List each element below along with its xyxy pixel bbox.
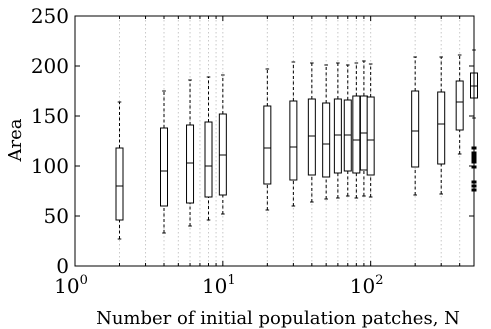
x-tick-label-base: 10 (54, 274, 79, 298)
box-iqr (263, 105, 272, 185)
box-iqr (160, 127, 169, 207)
box-item (437, 56, 446, 195)
box-iqr (455, 80, 464, 131)
box-item (115, 101, 124, 240)
axis-ticks (74, 15, 475, 267)
box-iqr (115, 147, 124, 221)
box-item (455, 54, 464, 155)
x-tick-label-exponent: 1 (227, 273, 235, 288)
box-item (333, 62, 342, 199)
x-tick-label-base: 10 (202, 274, 227, 298)
x-axis-title: Number of initial population patches, N (96, 308, 460, 329)
box-item (307, 62, 316, 203)
box-item (322, 64, 331, 200)
box-item (218, 74, 227, 215)
box-iqr (289, 100, 298, 181)
box-iqr (366, 96, 375, 176)
y-tick-label: 100 (31, 154, 69, 178)
box-item (343, 64, 352, 197)
y-tick-label: 50 (44, 204, 69, 228)
y-tick-label: 0 (56, 254, 69, 278)
box-iqr (437, 91, 446, 165)
box-item (352, 62, 361, 199)
y-tick-label: 250 (31, 4, 69, 28)
box-item (411, 56, 420, 196)
x-tick-label-exponent: 0 (80, 273, 88, 288)
box-item (289, 61, 298, 207)
box-iqr (322, 102, 331, 178)
x-tick-label-base: 10 (350, 274, 375, 298)
x-tick-label: 100 (54, 273, 88, 298)
box-iqr (352, 95, 361, 174)
plot-frame (74, 15, 475, 267)
box-iqr (307, 98, 316, 176)
box-iqr (204, 121, 213, 198)
y-axis-title: Area (5, 118, 26, 162)
box-item (366, 63, 375, 198)
box-iqr (186, 124, 195, 204)
x-tick-label: 102 (350, 273, 384, 298)
box-iqr (411, 90, 420, 168)
y-tick-label: 200 (31, 54, 69, 78)
y-tick-label: 150 (31, 104, 69, 128)
box-item (263, 68, 272, 211)
box-iqr (333, 98, 342, 174)
box-item (160, 90, 169, 234)
box-item (186, 79, 195, 227)
x-tick-label: 101 (202, 273, 236, 298)
box-series (115, 49, 478, 240)
box-item (204, 76, 213, 221)
x-tick-label-exponent: 2 (375, 273, 383, 288)
